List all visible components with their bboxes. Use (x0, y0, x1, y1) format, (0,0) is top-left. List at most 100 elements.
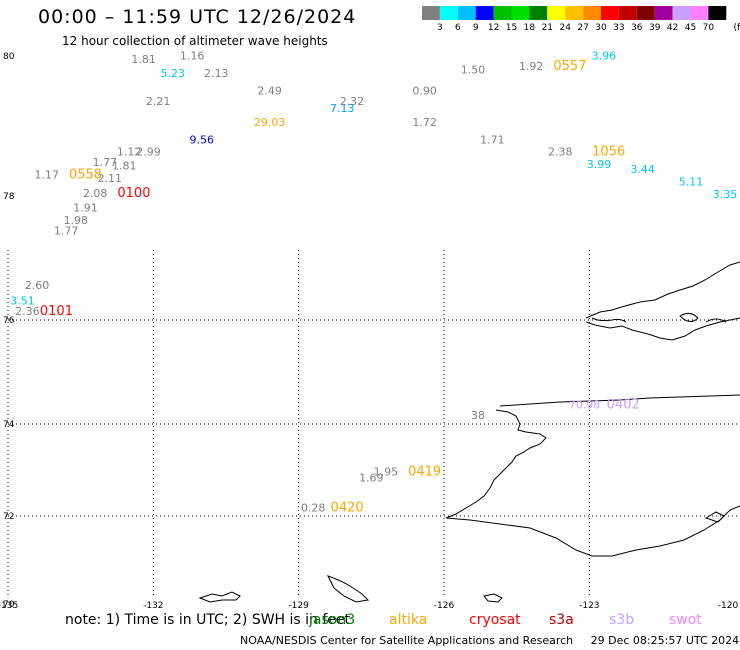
swh-value-label: 1.69 (359, 472, 384, 485)
colorbar-tick-label: 21 (542, 23, 553, 33)
swh-value-label: 1.98 (64, 214, 89, 227)
map-title: 00:00 – 11:59 UTC 12/26/2024 (38, 6, 357, 28)
longitude-label: -132 (143, 601, 163, 611)
colorbar-swatch (583, 6, 601, 20)
swh-value-label: 1.95 (374, 466, 399, 479)
swh-value-label: 70.98 (569, 398, 601, 411)
wave-height-observations: 1.81 1.16 5.23 2.13 2.49 2.21 7.132.32 0.90 1.50… (10, 50, 737, 515)
colorbar-swatch (457, 6, 476, 20)
pass-time-label: 1056 (592, 144, 625, 159)
swh-value-label: 1.81 (112, 159, 137, 172)
swh-value-label: 2.21 (146, 95, 171, 108)
colorbar-tick-label: 27 (577, 23, 588, 33)
satellite-pass-times: 0558 0100 0557 1056 0101 0402 0419 0420 (40, 59, 640, 515)
swh-value-label: 9.56 (190, 134, 215, 147)
coastline (198, 261, 740, 603)
legend-s3a: s3a (549, 612, 574, 628)
latitude-label: 80 (3, 52, 15, 62)
swh-value-label: 2.38 (548, 145, 573, 158)
latitude-label: 70 (3, 600, 15, 610)
swh-value-label: 1.50 (461, 64, 486, 77)
colorbar-swatch (422, 6, 440, 20)
generated-timestamp: 29 Dec 08:25:57 UTC 2024 (590, 634, 740, 647)
swh-value-label: 3.44 (630, 163, 655, 176)
colorbar-tick-label: 39 (649, 23, 661, 33)
longitude-label: -129 (288, 601, 309, 611)
colorbar-tick-label: 18 (524, 23, 536, 33)
colorbar-swatch (672, 6, 691, 20)
swh-value-label: 3.51 (10, 295, 35, 308)
swh-value-label: 1.16 (180, 50, 205, 63)
swh-value-label: 1.77 (93, 156, 118, 169)
swh-value-label: 2.11 (97, 172, 122, 185)
colorbar-tick-label: 3 (437, 23, 443, 33)
swh-value-label: 1.71 (480, 134, 505, 147)
colorbar-swatch (529, 6, 548, 20)
legend-altika: altika (389, 612, 428, 628)
colorbar-tick-label: 12 (488, 23, 499, 33)
swh-value-label: 1.81 (131, 53, 156, 66)
latitude-label: 74 (3, 420, 15, 430)
pass-time-label: 0402 (607, 397, 640, 412)
swh-value-label: 2.32 (340, 95, 365, 108)
longitude-label: -126 (434, 601, 455, 611)
swh-value-label: 1.72 (412, 116, 437, 129)
swh-value-label: 7.13 (330, 102, 355, 115)
colorbar-tick-label: 24 (559, 23, 571, 33)
colorbar-unit: (ft) (734, 23, 740, 33)
swh-value-label: 1.92 (519, 60, 544, 73)
note-text: note: 1) Time is in UTC; 2) SWH is in fe… (65, 612, 351, 628)
swh-value-label: 2.08 (83, 187, 108, 200)
pass-time-label: 0101 (40, 304, 73, 319)
colorbar-swatch (618, 6, 637, 20)
colorbar-swatch (439, 6, 458, 20)
colorbar-swatch (565, 6, 584, 20)
legend-cryosat: cryosat (469, 612, 521, 628)
legend-s3b: s3b (609, 612, 635, 628)
legend-swot: swot (669, 612, 702, 628)
latitude-label: 72 (3, 512, 14, 522)
colorbar-tick-label: 36 (631, 23, 643, 33)
swh-value-label: 2.36 (15, 305, 40, 318)
swh-value-label: 0.28 (301, 501, 326, 514)
swh-value-label: 1.77 (54, 224, 79, 237)
colorbar-swatch (511, 6, 530, 20)
colorbar-tick-label: 70 (703, 23, 715, 33)
colorbar-tick-label: 30 (595, 23, 607, 33)
longitude-labels: -135 -132 -129 -126 -123 -120 (0, 601, 738, 611)
swh-value-label: 3.96 (592, 50, 617, 63)
longitude-label: -135 (0, 601, 18, 611)
colorbar-swatch (690, 6, 709, 20)
credit-text: NOAA/NESDIS Center for Satellite Applica… (240, 634, 574, 647)
swh-value-label: 0.90 (412, 85, 437, 98)
graticule (7, 250, 740, 598)
pass-time-label: 0420 (331, 500, 364, 515)
colorbar-swatch (601, 6, 619, 20)
colorbar-swatch (475, 6, 494, 20)
latitude-labels: 80 78 76 74 72 70 (3, 52, 15, 610)
latitude-label: 76 (3, 316, 15, 326)
swh-value-label: 2.99 (136, 145, 161, 158)
longitude-label: -123 (579, 601, 599, 611)
colorbar-tick-label: 33 (613, 23, 624, 33)
swh-value-label: 38 (471, 409, 485, 422)
swh-value-label: 2.60 (25, 279, 50, 292)
swh-value-label: 29.03 (254, 116, 286, 129)
swh-value-label: 2.13 (204, 67, 229, 80)
footer-credit: NOAA/NESDIS Center for Satellite Applica… (240, 634, 739, 647)
swh-value-label: 5.11 (679, 176, 704, 189)
pass-time-label: 0100 (117, 186, 150, 201)
colorbar-swatch (708, 6, 727, 20)
colorbar-tick-label: 9 (473, 23, 479, 33)
pass-time-label: 0558 (69, 168, 102, 183)
colorbar-tick-label: 42 (667, 23, 678, 33)
latitude-label: 78 (3, 192, 15, 202)
colorbar-tick-label: 6 (455, 23, 461, 33)
swh-value-label: 3.35 (713, 188, 738, 201)
colorbar-swatch (493, 6, 512, 20)
pass-time-label: 0557 (553, 59, 586, 74)
swh-value-label: 5.23 (160, 67, 185, 80)
swh-value-label: 1.91 (73, 202, 98, 215)
